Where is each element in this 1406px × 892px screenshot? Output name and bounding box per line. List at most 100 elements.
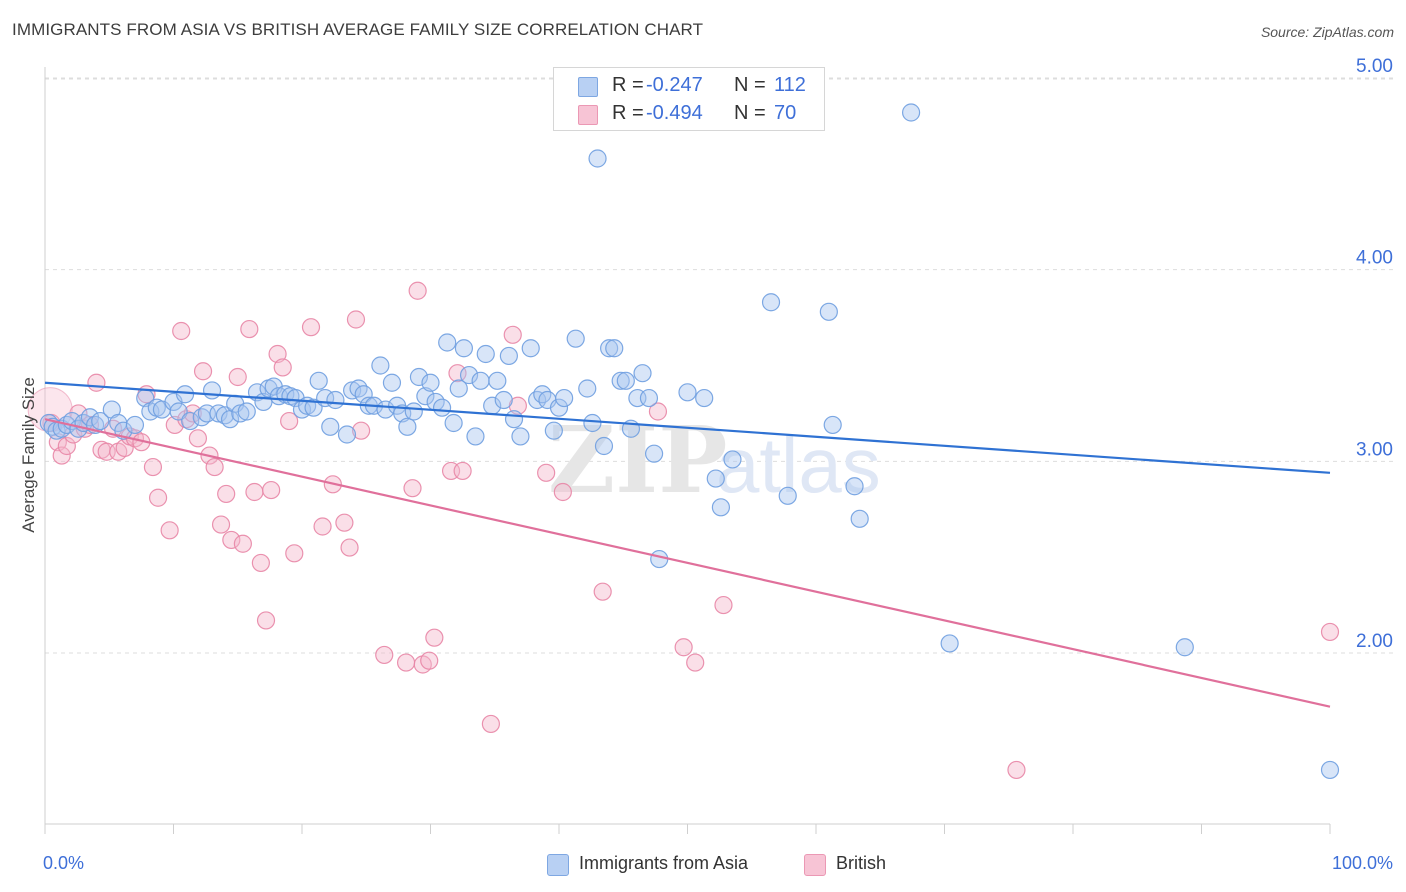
asia-point (488, 371, 507, 390)
y-tick-label: 5.00 (1356, 56, 1393, 77)
british-point (233, 534, 252, 553)
asia-point (432, 398, 452, 417)
asia-trend-line (44, 381, 1331, 474)
asia-point (91, 411, 110, 431)
asia-point (494, 390, 513, 410)
asia-point (409, 367, 429, 387)
british-point (453, 461, 472, 481)
chart-title: IMMIGRANTS FROM ASIA VS BRITISH AVERAGE … (12, 20, 704, 39)
asia-point (819, 302, 838, 321)
asia-point (438, 333, 457, 352)
n-value: 112 (774, 74, 806, 96)
asia-point (761, 293, 781, 312)
british-point (408, 281, 427, 300)
british-point (301, 318, 321, 337)
asia-point (444, 413, 463, 433)
asia-point (349, 379, 368, 398)
x-tick-label-min: 0.0% (43, 853, 84, 873)
asia-point (644, 444, 664, 463)
british-trend-line (44, 418, 1331, 708)
british-point (674, 638, 693, 657)
asia-point (845, 477, 864, 496)
british-point (217, 484, 236, 504)
x-tick-label-max: 100.0% (1332, 853, 1393, 873)
british-point (280, 411, 299, 431)
asia-point (600, 339, 619, 358)
asia-point (594, 436, 614, 456)
british-point (188, 429, 208, 448)
british-point (143, 457, 163, 477)
british-point (313, 517, 332, 536)
asia-point (650, 549, 669, 569)
asia-point (528, 390, 547, 410)
asia-point (454, 339, 474, 358)
r-value: -0.247 (646, 74, 703, 96)
asia-point (175, 385, 195, 404)
british-point (240, 319, 259, 339)
asia-point (343, 381, 362, 400)
british-point (52, 446, 71, 465)
british-point (1007, 760, 1026, 780)
british-point (352, 421, 371, 440)
asia-point (555, 388, 574, 408)
british-point (148, 488, 168, 507)
n-label: N = (734, 74, 766, 96)
asia-point (476, 344, 495, 364)
asia-point (416, 387, 435, 406)
legend-label-asia: Immigrants from Asia (579, 853, 749, 873)
asia-point (566, 329, 585, 348)
british-point (1320, 622, 1340, 642)
asia-point (633, 364, 652, 383)
asia-point (723, 450, 742, 469)
asia-point (1320, 760, 1340, 780)
british-points (27, 281, 1340, 780)
legend-swatch-asia (578, 77, 598, 97)
british-point (420, 651, 439, 670)
british-point (593, 582, 612, 601)
british-point (553, 482, 572, 502)
legend-swatch-asia (547, 854, 569, 876)
asia-point (611, 371, 630, 390)
asia-point (695, 388, 714, 408)
british-point (340, 538, 359, 557)
asia-point (616, 371, 635, 390)
british-point (262, 480, 281, 500)
british-point (425, 628, 444, 647)
asia-point (588, 149, 607, 168)
asia-point (371, 356, 390, 375)
legend-label-british: British (836, 853, 887, 873)
asia-point (471, 371, 490, 390)
british-point (403, 479, 422, 498)
asia-point (778, 486, 797, 505)
asia-point (678, 383, 697, 402)
asia-point (706, 469, 725, 488)
asia-point (354, 385, 373, 404)
r-label: R = (612, 74, 644, 96)
british-point (205, 457, 224, 477)
british-point (375, 645, 394, 665)
y-tick-label: 3.00 (1356, 439, 1393, 460)
british-point (648, 402, 668, 421)
watermark-zip: ZIP (548, 406, 727, 514)
asia-point (940, 634, 959, 653)
n-label: N = (734, 102, 766, 124)
asia-point (901, 103, 921, 122)
y-tick-label: 2.00 (1356, 631, 1393, 652)
british-point (396, 653, 416, 672)
asia-point (326, 390, 345, 410)
british-point (87, 373, 106, 392)
british-point (448, 364, 467, 383)
british-point (172, 321, 191, 341)
british-point (537, 463, 556, 482)
british-point (57, 436, 76, 456)
axis-labels: 2.00 3.00 4.00 5.00 0.0% 100.0% Average Family… (19, 56, 1393, 873)
asia-point (466, 427, 485, 446)
y-tick-label: 4.00 (1356, 248, 1393, 269)
trend-lines (44, 381, 1331, 708)
asia-point (605, 339, 624, 358)
british-point (346, 310, 366, 329)
asia-point (544, 421, 563, 440)
british-point (222, 530, 241, 550)
series-legend: Immigrants from Asia British (0, 852, 1406, 878)
